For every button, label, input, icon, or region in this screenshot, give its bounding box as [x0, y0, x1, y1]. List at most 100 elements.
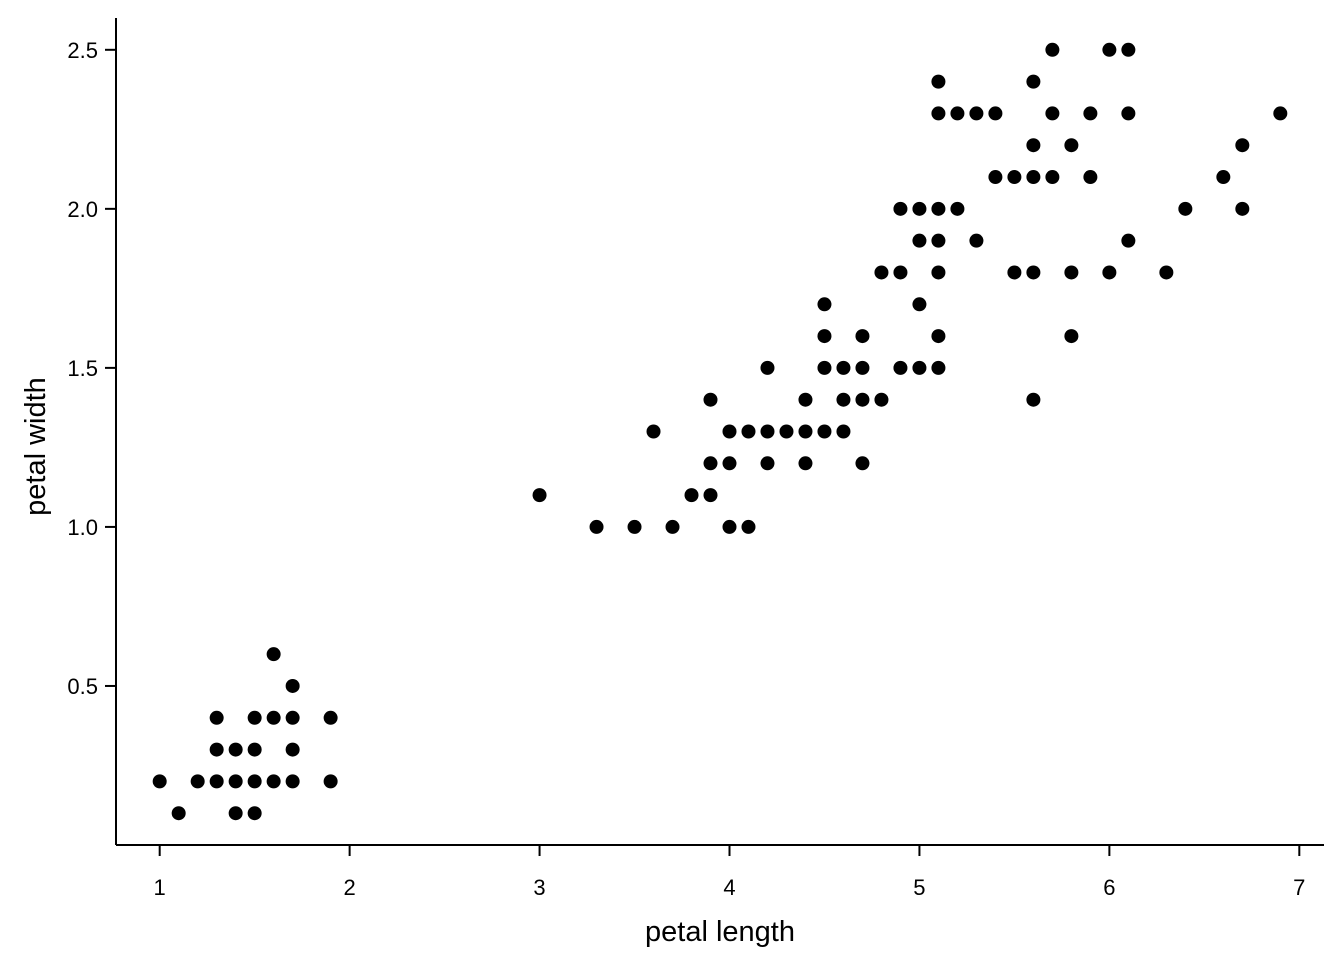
data-point: [798, 424, 813, 439]
data-point: [722, 456, 737, 471]
x-tick-label: 1: [154, 875, 166, 900]
x-tick-label: 5: [913, 875, 925, 900]
data-point: [1064, 329, 1079, 344]
data-point: [931, 106, 946, 121]
data-point: [285, 678, 300, 693]
data-point: [323, 774, 338, 789]
data-point: [1083, 106, 1098, 121]
data-point: [855, 456, 870, 471]
data-point: [627, 519, 642, 534]
data-point: [209, 742, 224, 757]
data-point: [1064, 138, 1079, 153]
data-point: [1083, 170, 1098, 185]
data-point: [1045, 42, 1060, 57]
data-point: [665, 519, 680, 534]
data-point: [969, 233, 984, 248]
data-point: [1235, 138, 1250, 153]
data-point: [741, 424, 756, 439]
data-point: [266, 710, 281, 725]
data-point: [1026, 74, 1041, 89]
data-point: [1026, 392, 1041, 407]
data-point: [798, 392, 813, 407]
data-point: [893, 360, 908, 375]
data-point: [722, 519, 737, 534]
data-points: [152, 42, 1288, 821]
x-tick-label: 3: [533, 875, 545, 900]
data-point: [969, 106, 984, 121]
data-point: [950, 106, 965, 121]
data-point: [912, 201, 927, 216]
data-point: [988, 106, 1003, 121]
data-point: [1159, 265, 1174, 280]
data-point: [931, 201, 946, 216]
x-axis-ticks: 1 2 3 4 5 6 7: [154, 845, 1305, 900]
axes: [115, 18, 1324, 846]
data-point: [931, 329, 946, 344]
data-point: [684, 488, 699, 503]
data-point: [1102, 265, 1117, 280]
data-point: [703, 488, 718, 503]
y-tick-label: 2.0: [67, 197, 98, 222]
data-point: [228, 742, 243, 757]
data-point: [247, 742, 262, 757]
data-point: [912, 233, 927, 248]
data-point: [722, 424, 737, 439]
data-point: [836, 360, 851, 375]
data-point: [247, 806, 262, 821]
data-point: [760, 424, 775, 439]
data-point: [190, 774, 205, 789]
data-point: [1273, 106, 1288, 121]
x-tick-label: 4: [723, 875, 735, 900]
y-axis-ticks: 0.5 1.0 1.5 2.0 2.5: [67, 38, 116, 699]
data-point: [874, 392, 889, 407]
data-point: [152, 774, 167, 789]
data-point: [1026, 170, 1041, 185]
data-point: [703, 392, 718, 407]
data-point: [912, 360, 927, 375]
data-point: [646, 424, 661, 439]
data-point: [1045, 106, 1060, 121]
data-point: [760, 360, 775, 375]
data-point: [228, 806, 243, 821]
data-point: [931, 360, 946, 375]
data-point: [931, 74, 946, 89]
data-point: [855, 392, 870, 407]
data-point: [931, 265, 946, 280]
data-point: [228, 774, 243, 789]
data-point: [1178, 201, 1193, 216]
data-point: [950, 201, 965, 216]
data-point: [836, 392, 851, 407]
data-point: [209, 710, 224, 725]
data-point: [285, 710, 300, 725]
data-point: [817, 297, 832, 312]
data-point: [1026, 265, 1041, 280]
data-point: [874, 265, 889, 280]
data-point: [817, 424, 832, 439]
data-point: [912, 297, 927, 312]
x-tick-label: 2: [343, 875, 355, 900]
data-point: [1045, 170, 1060, 185]
data-point: [285, 774, 300, 789]
data-point: [247, 774, 262, 789]
data-point: [760, 456, 775, 471]
data-point: [779, 424, 794, 439]
data-point: [817, 329, 832, 344]
x-axis-title: petal length: [645, 916, 795, 948]
data-point: [741, 519, 756, 534]
y-tick-label: 0.5: [67, 674, 98, 699]
x-tick-label: 7: [1293, 875, 1305, 900]
data-point: [798, 456, 813, 471]
data-point: [589, 519, 604, 534]
y-tick-label: 1.0: [67, 515, 98, 540]
data-point: [1102, 42, 1117, 57]
data-point: [893, 201, 908, 216]
y-tick-label: 2.5: [67, 38, 98, 63]
data-point: [1026, 138, 1041, 153]
data-point: [817, 360, 832, 375]
data-point: [988, 170, 1003, 185]
data-point: [931, 233, 946, 248]
data-point: [1121, 106, 1136, 121]
data-point: [1064, 265, 1079, 280]
data-point: [855, 360, 870, 375]
